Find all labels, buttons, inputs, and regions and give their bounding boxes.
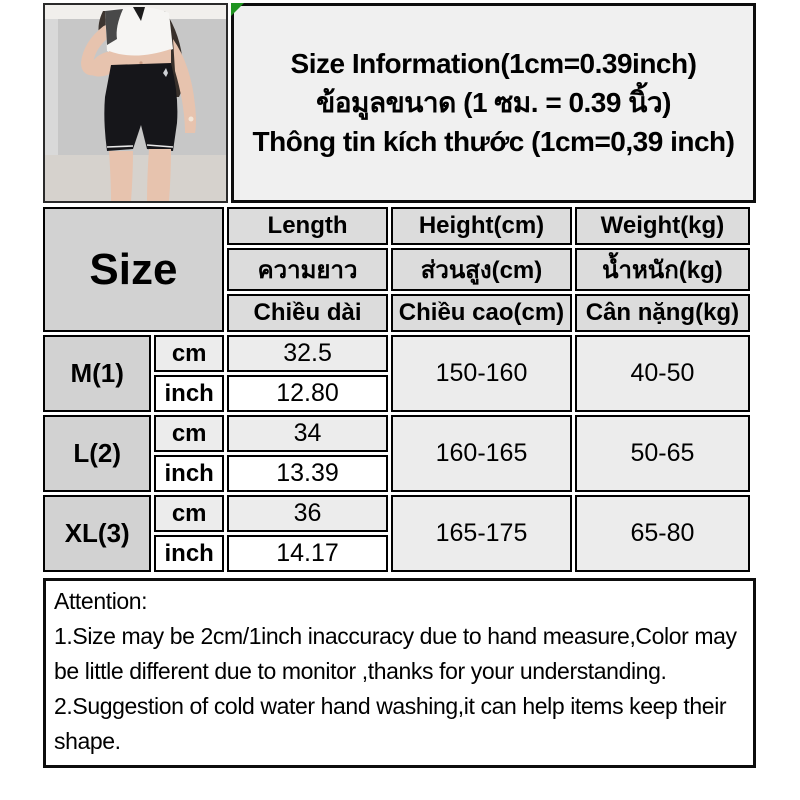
product-photo [43,3,228,203]
table-row: L(2) cm 34 160-165 50-65 [43,415,750,492]
height-value: 150-160 [391,335,572,412]
top-row: Size Information(1cm=0.39inch) ข้อมูลขนา… [43,3,756,203]
attention-item-1: 1.Size may be 2cm/1inch inaccuracy due t… [54,623,737,684]
length-inch-value: 13.39 [226,455,389,492]
unit-cm: cm [154,495,224,532]
col-header-height-vi: Chiều cao(cm) [391,294,572,332]
size-label-m: M(1) [43,335,152,412]
weight-value: 65-80 [574,495,750,572]
model-illustration [45,5,226,201]
table-row: M(1) cm 32.5 150-160 40-50 [43,335,750,412]
size-label-l: L(2) [43,415,152,492]
col-header-length-th: ความยาว [226,248,389,291]
attention-notes: Attention: 1.Size may be 2cm/1inch inacc… [43,578,756,768]
table-row: XL(3) cm 36 165-175 65-80 [43,495,750,572]
length-cm-value: 32.5 [226,335,389,372]
col-header-height-th: ส่วนสูง(cm) [391,248,572,291]
col-header-weight-vi: Cân nặng(kg) [574,294,750,332]
attention-title: Attention: [54,588,148,614]
attention-item-2: 2.Suggestion of cold water hand washing,… [54,693,727,754]
length-inch-value: 14.17 [226,535,389,572]
unit-cm: cm [154,335,224,372]
size-information-panel: Size Information(1cm=0.39inch) ข้อมูลขนา… [231,3,756,203]
size-label-xl: XL(3) [43,495,152,572]
unit-cm: cm [154,415,224,452]
table-row: inch 12.80 [43,375,750,412]
height-value: 165-175 [391,495,572,572]
col-header-height-en: Height(cm) [391,207,572,245]
table-row: inch 13.39 [43,455,750,492]
height-value: 160-165 [391,415,572,492]
col-header-length-vi: Chiều dài [226,294,389,332]
col-header-weight-th: น้ำหนัก(kg) [574,248,750,291]
length-inch-value: 12.80 [226,375,389,412]
length-cm-value: 34 [226,415,389,452]
size-table: Size Length Height(cm) Weight(kg) ความยา… [40,204,753,575]
green-corner-accent [231,3,244,16]
title-thai: ข้อมูลขนาด (1 ซม. = 0.39 นิ้ว) [316,86,671,118]
title-vietnamese: Thông tin kích thước (1cm=0,39 inch) [252,126,735,158]
unit-inch: inch [154,455,224,492]
col-header-weight-en: Weight(kg) [574,207,750,245]
col-header-length-en: Length [226,207,389,245]
unit-inch: inch [154,535,224,572]
title-english: Size Information(1cm=0.39inch) [290,47,697,79]
size-header-cell: Size [43,207,224,332]
unit-inch: inch [154,375,224,412]
length-cm-value: 36 [226,495,389,532]
content-area: Size Information(1cm=0.39inch) ข้อมูลขนา… [43,3,756,768]
table-row: inch 14.17 [43,535,750,572]
weight-value: 40-50 [574,335,750,412]
weight-value: 50-65 [574,415,750,492]
